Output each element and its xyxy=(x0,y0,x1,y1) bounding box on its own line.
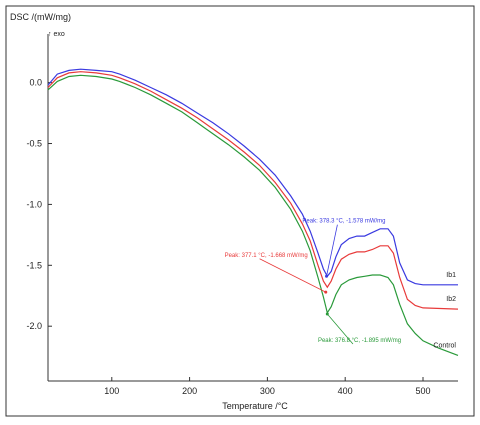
x-tick-label: 200 xyxy=(182,386,197,396)
peak-marker xyxy=(325,274,329,278)
plot-area: 0.0 -0.5 -1.0 -1.5 -2.0 100 200 300 400 500 Ib1 Ib2… xyxy=(26,34,459,396)
chart-border xyxy=(5,5,475,417)
x-tick-label: 500 xyxy=(415,386,430,396)
series-label-ib2: Ib2 xyxy=(446,296,456,303)
x-tick-label: 300 xyxy=(260,386,275,396)
x-axis-label: Temperature /°C xyxy=(222,401,288,411)
peak-marker xyxy=(325,312,329,316)
peak-annotation-label: Peak: 377.1 °C, -1.668 mW/mg xyxy=(225,253,308,259)
series-line-control xyxy=(47,74,459,356)
peak-leader-line xyxy=(326,224,338,277)
y-tick-label: -2.0 xyxy=(26,321,42,331)
peak-annotation-label: Peak: 378.3 °C, -1.578 mW/mg xyxy=(302,219,385,225)
y-tick-label: -1.0 xyxy=(26,199,42,209)
x-tick-label: 400 xyxy=(338,386,353,396)
peak-leader-line xyxy=(259,258,326,293)
series-line-ib2 xyxy=(47,71,459,310)
y-tick-label: 0.0 xyxy=(29,78,42,88)
series-label-control: Control xyxy=(433,342,456,349)
y-tick-label: -1.5 xyxy=(26,260,42,270)
series-label-ib1: Ib1 xyxy=(446,272,456,279)
peak-annotation-label: Peak: 376.8 °C, -1.895 mW/mg xyxy=(318,338,401,344)
exo-indicator: ↑ exo xyxy=(48,31,65,38)
x-tick-label: 100 xyxy=(104,386,119,396)
y-tick-label: -0.5 xyxy=(26,139,42,149)
peak-leader-line xyxy=(326,313,354,345)
series-line-ib1 xyxy=(47,68,458,286)
peak-marker xyxy=(324,290,328,294)
y-axis-label: DSC /(mW/mg) xyxy=(10,12,71,22)
